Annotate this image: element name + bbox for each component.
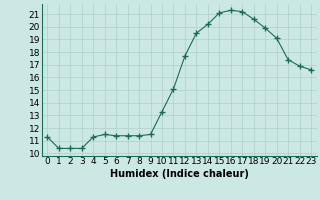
- X-axis label: Humidex (Indice chaleur): Humidex (Indice chaleur): [110, 169, 249, 179]
